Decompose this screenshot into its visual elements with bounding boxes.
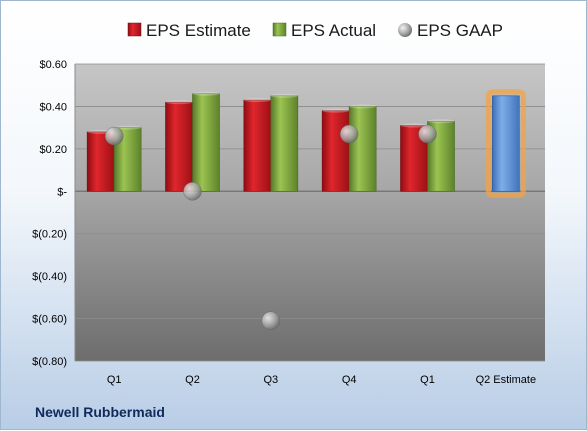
bar-cap-eps-estimate-2	[243, 98, 271, 103]
legend-item-eps-estimate: EPS Estimate	[127, 21, 251, 40]
gaap-marker-2	[261, 311, 281, 330]
bar-cap-eps-actual-0	[114, 125, 142, 130]
gridlines	[74, 63, 545, 362]
bar-eps-actual-1	[192, 93, 220, 192]
y-tick-label: $(0.60)	[32, 314, 67, 326]
bar-cap-eps-estimate-4	[400, 123, 428, 128]
legend-swatch-eps-gaap	[398, 23, 412, 37]
bar-eps-estimate-2	[243, 99, 272, 192]
gaap-marker-4	[418, 124, 437, 144]
x-tick-label: Q3	[263, 374, 278, 386]
x-tick-label: Q4	[342, 374, 357, 386]
gaap-marker-0	[104, 126, 124, 146]
gaap-marker-1	[183, 182, 202, 201]
x-tick-label: Q2	[185, 374, 200, 386]
company-name: Newell Rubbermaid	[35, 404, 165, 420]
legend-item-eps-gaap: EPS GAAP	[398, 21, 503, 40]
legend: EPS Estimate EPS Actual EPS GAAP	[127, 21, 503, 40]
x-tick-label: Q1	[420, 374, 435, 386]
bar-cap-eps-actual-1	[192, 91, 220, 96]
x-tick-label: Q2 Estimate	[476, 374, 537, 386]
bar-eps-estimate-1	[165, 101, 193, 192]
bar-cap-eps-estimate-1	[165, 100, 193, 105]
legend-swatch-eps-estimate	[127, 22, 142, 37]
legend-swatch-eps-actual	[272, 22, 287, 37]
y-tick-label: $(0.40)	[32, 271, 67, 283]
forecast-highlight	[485, 89, 526, 198]
legend-label-eps-estimate: EPS Estimate	[146, 21, 251, 40]
y-tick-label: $-	[57, 186, 67, 198]
bar-eps-actual-3	[348, 106, 377, 192]
legend-label-eps-actual: EPS Actual	[291, 21, 376, 40]
bar-cap-eps-actual-4	[427, 119, 455, 124]
bar-eps-actual-2	[270, 95, 299, 192]
y-tick-label: $0.60	[39, 59, 67, 71]
y-tick-label: $(0.20)	[32, 229, 67, 241]
gaap-marker-3	[339, 124, 359, 144]
x-tick-label: Q1	[107, 374, 122, 386]
plot-area	[75, 64, 545, 361]
legend-label-eps-gaap: EPS GAAP	[417, 21, 503, 40]
bar-eps-estimate-3	[321, 110, 350, 192]
legend-item-eps-actual: EPS Actual	[272, 21, 376, 40]
bar-forecast-q2-estimate	[492, 95, 520, 192]
bar-cap-eps-actual-3	[349, 104, 377, 109]
y-tick-label: $0.20	[39, 144, 67, 156]
bar-cap-eps-estimate-3	[322, 108, 350, 113]
y-tick-label: $0.40	[39, 101, 67, 113]
y-axis-ticks: $0.60 $0.40 $0.20 $- $(0.20) $(0.40) $(0.60) $(…	[32, 59, 67, 368]
gaap-markers	[104, 124, 437, 330]
x-axis-ticks: Q1 Q2 Q3 Q4 Q1 Q2 Estimate	[107, 374, 536, 386]
y-tick-label: $(0.80)	[32, 356, 67, 368]
bar-cap-eps-actual-2	[270, 93, 298, 98]
